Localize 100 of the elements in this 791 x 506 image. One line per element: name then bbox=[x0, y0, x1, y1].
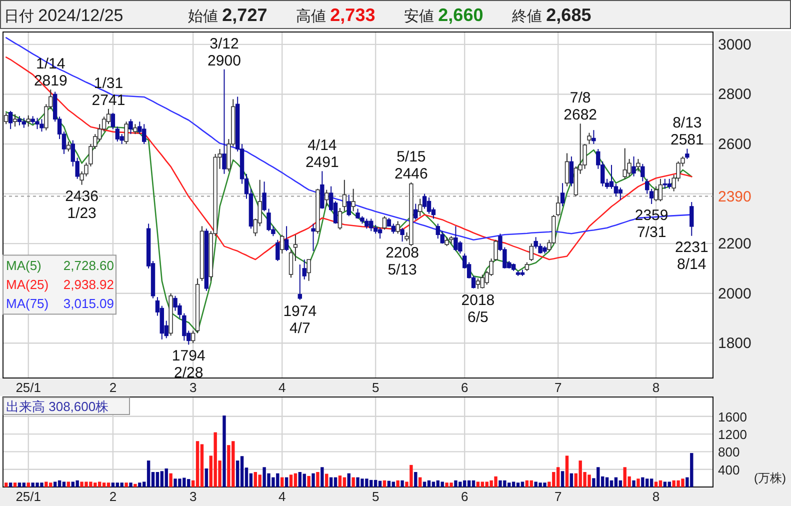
candlestick bbox=[396, 220, 400, 234]
x-tick-label: 5 bbox=[372, 489, 380, 504]
x-tick-label: 6 bbox=[460, 380, 468, 395]
candlestick bbox=[26, 114, 30, 128]
bar bbox=[302, 474, 306, 487]
candlestick bbox=[346, 194, 351, 217]
annotation: 1/31 2741 bbox=[92, 74, 126, 109]
bar bbox=[560, 471, 564, 487]
y-tick-label: 1200 bbox=[718, 427, 747, 442]
candlestick bbox=[342, 179, 347, 212]
bar bbox=[102, 482, 106, 487]
x-tick-label: 4 bbox=[278, 380, 286, 395]
x-tick-label: 4 bbox=[278, 489, 286, 504]
bar bbox=[204, 468, 208, 487]
bar bbox=[467, 480, 471, 487]
annotation: 7/8 2682 bbox=[564, 90, 598, 124]
candlestick bbox=[560, 182, 565, 207]
candlestick bbox=[17, 116, 22, 126]
annotation: 2208 5/13 bbox=[386, 244, 419, 279]
candlestick bbox=[128, 118, 133, 135]
bar bbox=[378, 480, 382, 487]
bar bbox=[614, 477, 618, 487]
candlestick bbox=[436, 223, 440, 240]
candlestick bbox=[636, 158, 640, 172]
candlestick bbox=[351, 188, 356, 212]
annotation: 5/15 2446 bbox=[394, 148, 428, 182]
bar bbox=[134, 484, 137, 487]
y-tick-label: 2600 bbox=[718, 136, 752, 154]
bar bbox=[196, 441, 200, 487]
bar bbox=[160, 471, 164, 487]
candlestick bbox=[293, 234, 298, 262]
candlestick bbox=[418, 198, 422, 217]
candlestick bbox=[400, 227, 404, 242]
candlestick bbox=[324, 189, 329, 207]
candlestick bbox=[640, 163, 645, 182]
annotation: 2,728.60 bbox=[63, 258, 114, 274]
y-tick-label: 400 bbox=[718, 462, 740, 478]
bar bbox=[570, 473, 574, 487]
candlestick bbox=[609, 164, 614, 190]
bar bbox=[76, 480, 79, 487]
bar bbox=[641, 477, 644, 487]
y-tick-label: 2200 bbox=[718, 236, 752, 253]
x-tick-label: 8 bbox=[652, 489, 660, 504]
y-tick-label: 1800 bbox=[718, 335, 752, 352]
bar bbox=[392, 482, 395, 487]
x-tick-label: 3 bbox=[189, 380, 197, 395]
bar bbox=[13, 482, 17, 487]
bar bbox=[347, 473, 350, 487]
bar bbox=[525, 480, 529, 487]
annotation: 4/14 2491 bbox=[305, 137, 339, 172]
bar bbox=[284, 477, 288, 487]
bar bbox=[342, 477, 346, 487]
bar bbox=[556, 467, 560, 487]
candlestick bbox=[378, 226, 382, 240]
bar bbox=[618, 480, 622, 487]
candlestick bbox=[414, 203, 418, 220]
bar bbox=[26, 482, 30, 487]
annotation: 3/12 2900 bbox=[208, 35, 241, 70]
bar bbox=[111, 482, 115, 487]
candlestick bbox=[298, 264, 302, 300]
y-tick-label: 2000 bbox=[718, 285, 752, 302]
bar bbox=[66, 482, 70, 487]
bar bbox=[280, 477, 284, 487]
bar bbox=[316, 472, 320, 487]
chart-title: 出来高 308,600株 bbox=[6, 399, 109, 414]
bar bbox=[156, 472, 160, 487]
bar bbox=[106, 482, 110, 487]
candlestick bbox=[320, 170, 324, 210]
bar bbox=[4, 482, 8, 487]
bar bbox=[240, 456, 244, 487]
bar bbox=[200, 444, 204, 487]
candlestick bbox=[685, 148, 690, 160]
bar bbox=[325, 474, 328, 487]
bar bbox=[124, 482, 128, 487]
bar bbox=[387, 480, 391, 487]
bar bbox=[298, 472, 302, 487]
bar bbox=[663, 482, 667, 487]
candlestick bbox=[618, 187, 623, 200]
bar bbox=[654, 482, 658, 487]
text: MA(5) bbox=[6, 258, 42, 274]
candlestick bbox=[110, 112, 116, 130]
bar bbox=[18, 482, 22, 487]
bar bbox=[352, 477, 355, 487]
bar bbox=[138, 482, 142, 487]
candlestick bbox=[632, 156, 636, 177]
bar bbox=[414, 472, 418, 487]
candlestick bbox=[587, 132, 592, 145]
candlestick bbox=[288, 249, 294, 278]
candlestick bbox=[66, 141, 71, 152]
bar bbox=[668, 482, 671, 487]
bar bbox=[436, 480, 440, 487]
bar bbox=[22, 482, 26, 487]
bar bbox=[164, 468, 168, 487]
bar bbox=[53, 482, 57, 487]
text: MA(75) bbox=[6, 296, 49, 312]
annotation: 3,015.09 bbox=[63, 296, 114, 312]
bar bbox=[418, 477, 422, 487]
bar bbox=[169, 473, 172, 487]
bar bbox=[422, 482, 426, 487]
bar bbox=[312, 473, 315, 487]
